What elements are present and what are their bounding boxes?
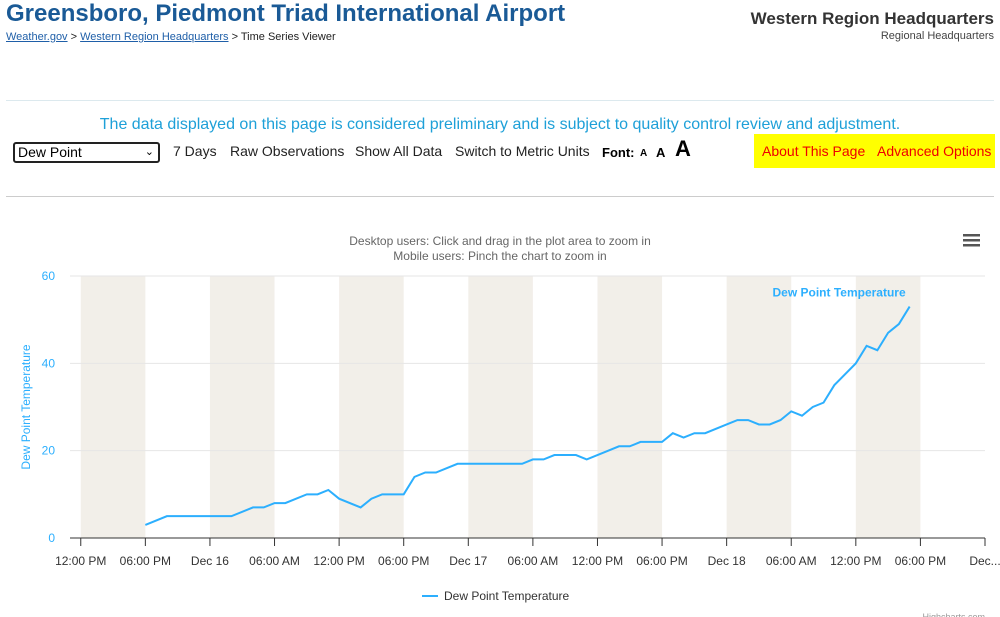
org-sub: Regional Headquarters <box>880 30 994 42</box>
x-tick-label: 12:00 PM <box>313 554 364 568</box>
select-value: Dew Point <box>18 144 82 160</box>
legend-label: Dew Point Temperature <box>444 589 570 603</box>
menu-icon[interactable] <box>963 234 980 247</box>
divider <box>6 100 994 101</box>
select-arrow: ⌄ <box>144 146 154 158</box>
highlight-box: About This Page Advanced Options <box>754 134 995 168</box>
toolbar-link[interactable]: Raw Observations <box>230 143 345 159</box>
breadcrumb-link[interactable]: Western Region Headquarters <box>80 31 229 43</box>
x-tick-label: Dec... <box>969 554 1000 568</box>
y-tick-label: 20 <box>42 444 56 458</box>
data-line <box>144 306 911 526</box>
y-tick-label: 60 <box>42 269 56 283</box>
x-tick-label: 12:00 PM <box>55 554 106 568</box>
x-tick-label: 12:00 PM <box>830 554 881 568</box>
x-tick-label: Dec 18 <box>708 554 746 568</box>
chart-subtitle: Mobile users: Pinch the chart to zoom in <box>393 249 606 263</box>
page-title: Greensboro, Piedmont Triad International… <box>6 0 566 27</box>
about-link[interactable]: About This Page <box>762 143 866 159</box>
font-label: Font: <box>602 145 635 160</box>
plot-band <box>597 276 663 538</box>
advanced-link[interactable]: Advanced Options <box>877 143 992 159</box>
x-tick-label: 12:00 PM <box>572 554 623 568</box>
plot-band <box>209 276 275 538</box>
chart: 0 20 40 60 12:00 PM 06:00 PM Dec 16 06:00 AM 12:… <box>19 234 1000 617</box>
x-tick-label: 06:00 AM <box>508 554 559 568</box>
toolbar-link[interactable]: 7 Days <box>173 143 217 159</box>
plot-band <box>80 276 146 538</box>
breadcrumb-sep: > <box>70 31 78 43</box>
x-tick-label: 06:00 AM <box>766 554 817 568</box>
toolbar-link[interactable]: Show All Data <box>355 143 443 159</box>
plot-band <box>726 276 792 538</box>
notice: The data displayed on this page is consi… <box>99 116 901 133</box>
font-size-option[interactable]: A <box>675 136 691 161</box>
x-tick-label: 06:00 AM <box>249 554 300 568</box>
credits: Highcharts.com <box>922 612 985 617</box>
plot-band <box>468 276 533 538</box>
org-name: Western Region Headquarters <box>750 9 994 28</box>
y-tick-label: 40 <box>42 356 56 370</box>
x-tick-label: Dec 16 <box>191 554 229 568</box>
divider <box>6 196 994 197</box>
x-tick-label: Dec 17 <box>449 554 487 568</box>
series-label: Dew Point Temperature <box>773 286 906 300</box>
y-tick-label: 0 <box>48 531 55 545</box>
chart-subtitle: Desktop users: Click and drag in the plo… <box>349 234 651 248</box>
toolbar-link[interactable]: Switch to Metric Units <box>455 143 590 159</box>
font-size-option[interactable]: A <box>640 148 648 159</box>
plot-band <box>855 276 921 538</box>
breadcrumb: Weather.gov > Western Region Headquarter… <box>6 31 336 43</box>
font-size-option[interactable]: A <box>656 145 666 160</box>
variable-select[interactable]: Dew Point ⌄ <box>13 142 160 163</box>
x-tick-label: 06:00 PM <box>120 554 171 568</box>
x-tick-label: 06:00 PM <box>378 554 429 568</box>
x-tick-label: 06:00 PM <box>636 554 687 568</box>
x-tick-label: 06:00 PM <box>895 554 946 568</box>
breadcrumb-current: > Time Series Viewer <box>231 31 336 43</box>
y-axis-title: Dew Point Temperature <box>19 344 33 470</box>
breadcrumb-link[interactable]: Weather.gov <box>6 31 68 43</box>
